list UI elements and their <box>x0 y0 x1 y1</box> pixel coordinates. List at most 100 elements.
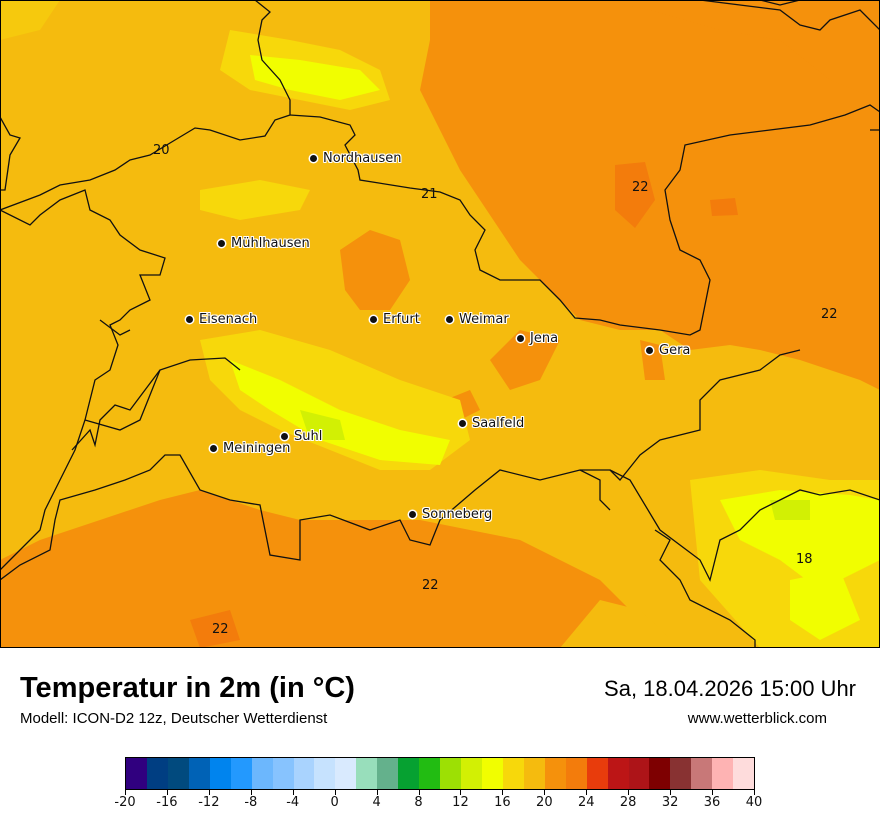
city-nordhausen: Nordhausen <box>310 151 402 166</box>
contour-label: 21 <box>421 187 438 202</box>
colorbar-segment <box>649 758 671 789</box>
city-dot-icon <box>646 347 653 354</box>
colorbar-segment <box>670 758 692 789</box>
colorbar-tick <box>250 790 252 795</box>
colorbar-segment <box>126 758 147 789</box>
contour-label: 22 <box>632 180 649 195</box>
colorbar-tick <box>418 790 420 795</box>
colorbar-tick <box>586 790 588 795</box>
colorbar-segment <box>314 758 336 789</box>
colorbar-segment <box>565 758 587 789</box>
colorbar-ticks: -20 -16 -12 -8 -4 0 4 8 12 16 20 24 28 32 36 40 <box>114 790 762 820</box>
colorbar-tick <box>208 790 210 795</box>
city-label: Jena <box>530 331 559 346</box>
colorbar-segment <box>188 758 210 789</box>
colorbar-segment <box>607 758 629 789</box>
city-label: Eisenach <box>199 312 258 327</box>
colorbar-tick-label: 40 <box>745 795 763 810</box>
colorbar-tick-label: 12 <box>452 795 469 810</box>
city-dot-icon <box>210 445 217 452</box>
colorbar-tick-label: -16 <box>156 795 178 810</box>
colorbar-segment <box>293 758 315 789</box>
colorbar-segment <box>481 758 503 789</box>
city-label: Mühlhausen <box>231 236 310 251</box>
colorbar-segment <box>691 758 713 789</box>
colorbar-tick-label: -4 <box>286 795 300 810</box>
colorbar-tick <box>292 790 294 795</box>
contour-label: 22 <box>422 578 439 593</box>
city-sonneberg: Sonneberg <box>409 507 492 522</box>
colorbar-segment <box>146 758 168 789</box>
city-label: Suhl <box>294 429 323 444</box>
city-suhl: Suhl <box>281 429 322 444</box>
colorbar-tick <box>754 790 755 795</box>
colorbar-tick-label: 28 <box>619 795 637 810</box>
city-meiningen: Meiningen <box>210 441 290 456</box>
colorbar <box>125 757 755 790</box>
colorbar-tick <box>460 790 462 795</box>
colorbar-tick <box>628 790 630 795</box>
temperature-map: 20 21 22 22 22 22 18 Nordhausen Mühlhaus… <box>0 0 880 648</box>
contour-label: 18 <box>796 552 813 567</box>
city-dot-icon <box>446 316 453 323</box>
city-dot-icon <box>281 433 288 440</box>
colorbar-segment <box>461 758 482 789</box>
colorbar-tick <box>125 790 126 795</box>
colorbar-segment <box>523 758 545 789</box>
colorbar-segment <box>419 758 441 789</box>
city-dot-icon <box>186 316 193 323</box>
colorbar-tick-label: -20 <box>114 795 136 810</box>
colorbar-segment <box>356 758 378 789</box>
city-dot-icon <box>409 511 416 518</box>
colorbar-tick-label: -8 <box>244 795 258 810</box>
colorbar-tick <box>544 790 546 795</box>
contour-label: 22 <box>821 307 838 322</box>
city-saalfeld: Saalfeld <box>459 416 524 431</box>
temperature-field <box>0 0 880 648</box>
city-label: Erfurt <box>383 312 420 327</box>
colorbar-tick <box>670 790 672 795</box>
city-weimar: Weimar <box>446 312 509 327</box>
colorbar-tick <box>334 790 336 795</box>
valid-datetime: Sa, 18.04.2026 15:00 Uhr <box>604 676 856 701</box>
colorbar-segment <box>272 758 294 789</box>
colorbar-tick-label: 24 <box>577 795 595 810</box>
colorbar-tick-label: 8 <box>414 795 423 810</box>
city-label: Nordhausen <box>323 151 402 166</box>
colorbar-segment <box>209 758 231 789</box>
city-dot-icon <box>310 155 317 162</box>
colorbar-segment <box>544 758 566 789</box>
city-dot-icon <box>517 335 524 342</box>
city-jena: Jena <box>517 331 558 346</box>
colorbar-segment <box>440 758 461 789</box>
colorbar-tick-label: -12 <box>198 795 220 810</box>
colorbar-segment <box>377 758 399 789</box>
colorbar-segment <box>733 758 755 789</box>
colorbar-tick-label: 20 <box>536 795 553 810</box>
colorbar-tick <box>166 790 168 795</box>
colorbar-tick-label: 32 <box>661 795 679 810</box>
colorbar-segment <box>712 758 734 789</box>
city-dot-icon <box>459 420 466 427</box>
colorbar-segment <box>586 758 608 789</box>
city-eisenach: Eisenach <box>186 312 257 327</box>
city-dot-icon <box>218 240 225 247</box>
city-erfurt: Erfurt <box>370 312 420 327</box>
city-label: Gera <box>659 343 691 358</box>
colorbar-tick-label: 36 <box>703 795 721 810</box>
city-muehlhausen: Mühlhausen <box>218 236 310 251</box>
colorbar-tick-label: 4 <box>372 795 381 810</box>
city-label: Saalfeld <box>472 416 525 431</box>
map-title: Temperatur in 2m (in °C) <box>20 672 355 704</box>
city-label: Weimar <box>459 312 509 327</box>
city-gera: Gera <box>646 343 690 358</box>
colorbar-tick-label: 0 <box>330 795 339 810</box>
contour-label: 22 <box>212 622 229 637</box>
colorbar-segment <box>167 758 189 789</box>
contour-label: 20 <box>153 143 170 158</box>
colorbar-segment <box>502 758 524 789</box>
colorbar-tick <box>376 790 378 795</box>
colorbar-segment <box>398 758 420 789</box>
colorbar-tick <box>502 790 504 795</box>
website-link[interactable]: www.wetterblick.com <box>687 710 827 727</box>
